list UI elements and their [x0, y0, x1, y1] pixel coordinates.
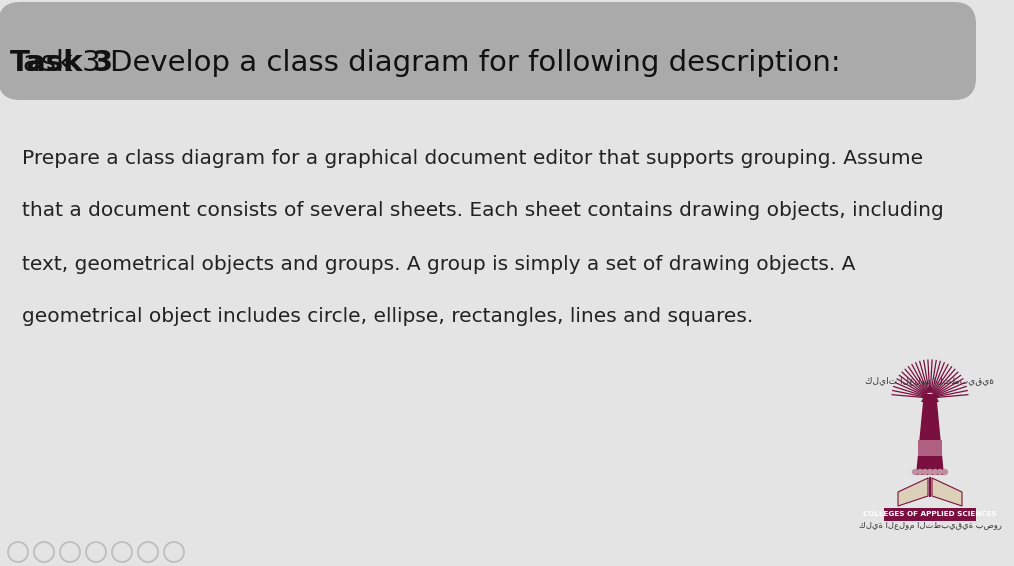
FancyBboxPatch shape	[884, 508, 976, 521]
Text: that a document consists of several sheets. Each sheet contains drawing objects,: that a document consists of several shee…	[22, 201, 944, 221]
Text: Task 3 Develop a class diagram for following description:: Task 3 Develop a class diagram for follo…	[10, 49, 841, 77]
Text: كلية العلوم التطبيقية بصور: كلية العلوم التطبيقية بصور	[859, 521, 1002, 530]
Text: geometrical object includes circle, ellipse, rectangles, lines and squares.: geometrical object includes circle, elli…	[22, 307, 753, 327]
FancyBboxPatch shape	[0, 2, 976, 100]
Circle shape	[942, 470, 947, 474]
Text: Task 3: Task 3	[10, 49, 114, 77]
Circle shape	[918, 470, 923, 474]
Polygon shape	[932, 478, 962, 506]
Circle shape	[913, 470, 918, 474]
Text: كليات العلوم التطبيقية: كليات العلوم التطبيقية	[865, 378, 995, 387]
Circle shape	[928, 470, 933, 474]
Polygon shape	[921, 394, 939, 402]
Bar	[918, 440, 942, 456]
Text: text, geometrical objects and groups. A group is simply a set of drawing objects: text, geometrical objects and groups. A …	[22, 255, 856, 273]
Text: COLLEGES OF APPLIED SCIENCES: COLLEGES OF APPLIED SCIENCES	[863, 512, 997, 517]
Polygon shape	[916, 402, 944, 475]
Circle shape	[933, 470, 938, 474]
Circle shape	[938, 470, 942, 474]
Polygon shape	[898, 478, 928, 506]
Circle shape	[923, 470, 928, 474]
Text: Prepare a class diagram for a graphical document editor that supports grouping. : Prepare a class diagram for a graphical …	[22, 148, 923, 168]
